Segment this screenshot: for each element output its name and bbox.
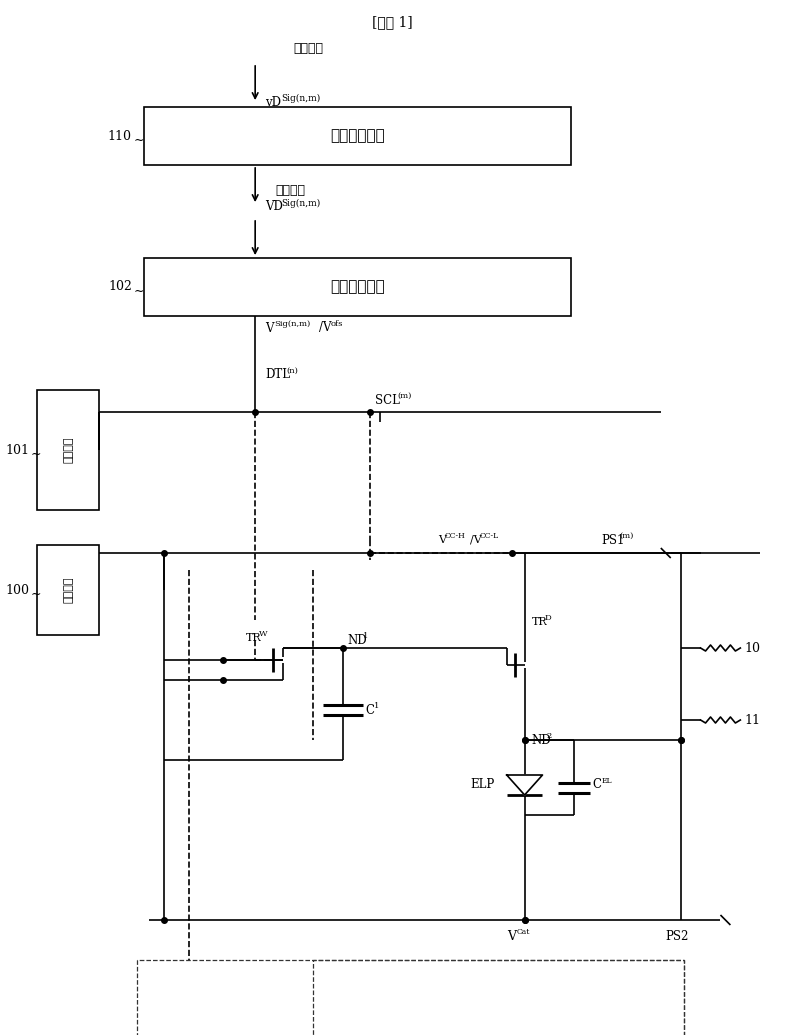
Text: 11: 11: [744, 713, 760, 727]
Text: VD: VD: [265, 201, 283, 213]
Text: ∼: ∼: [30, 588, 41, 600]
Text: 101: 101: [6, 444, 30, 456]
Text: CC-L: CC-L: [480, 532, 499, 540]
Bar: [137, 960, 684, 1035]
Text: 10: 10: [744, 642, 760, 654]
Text: V: V: [265, 322, 274, 334]
Text: EL: EL: [601, 777, 612, 785]
Text: SCL: SCL: [375, 393, 400, 407]
Text: 100: 100: [6, 584, 30, 596]
Text: CC-H: CC-H: [445, 532, 466, 540]
Text: /V: /V: [470, 535, 482, 545]
Bar: [38, 545, 99, 635]
Text: 电源单元: 电源单元: [63, 576, 74, 603]
Text: C: C: [592, 778, 602, 792]
Text: TR: TR: [246, 633, 262, 643]
Text: /V: /V: [318, 322, 331, 334]
Text: Sig(n,m): Sig(n,m): [274, 320, 310, 328]
Text: 1: 1: [374, 702, 380, 710]
Text: Sig(n,m): Sig(n,m): [281, 93, 320, 102]
Bar: [313, 960, 684, 1035]
Text: V: V: [506, 929, 516, 943]
Text: Cat: Cat: [517, 928, 530, 936]
Text: 输入信号: 输入信号: [293, 41, 323, 55]
Text: ∼: ∼: [134, 134, 144, 147]
Text: PS1: PS1: [601, 533, 625, 546]
Bar: [144, 258, 571, 316]
Text: W: W: [259, 630, 268, 638]
Text: 110: 110: [108, 129, 132, 143]
Text: ∼: ∼: [30, 447, 41, 461]
Text: (m): (m): [398, 392, 412, 400]
Bar: [38, 390, 99, 510]
Text: vD: vD: [265, 95, 281, 109]
Text: V: V: [438, 535, 446, 545]
Text: 102: 102: [108, 280, 132, 294]
Text: Sig(n,m): Sig(n,m): [281, 199, 320, 208]
Text: DTL: DTL: [265, 368, 290, 382]
Text: ∼: ∼: [134, 285, 144, 297]
Text: ELP: ELP: [470, 778, 494, 792]
Text: C: C: [366, 704, 374, 716]
Text: 亮度校正单元: 亮度校正单元: [330, 129, 385, 143]
Text: 2: 2: [546, 732, 552, 740]
Text: PS2: PS2: [666, 929, 689, 943]
Text: (n): (n): [286, 367, 298, 375]
Polygon shape: [506, 775, 542, 795]
Text: 扫描电路: 扫描电路: [63, 437, 74, 464]
Text: [示例 1]: [示例 1]: [372, 14, 413, 29]
Text: D: D: [545, 614, 551, 622]
Text: 信号输出电路: 信号输出电路: [330, 280, 385, 294]
Text: ND: ND: [531, 734, 551, 746]
Bar: [144, 107, 571, 165]
Text: (m): (m): [619, 532, 634, 540]
Text: ofs: ofs: [330, 320, 343, 328]
Text: TR: TR: [531, 617, 547, 627]
Text: 1: 1: [362, 632, 368, 640]
Text: ND: ND: [348, 633, 367, 647]
Text: 视频信号: 视频信号: [275, 183, 305, 197]
